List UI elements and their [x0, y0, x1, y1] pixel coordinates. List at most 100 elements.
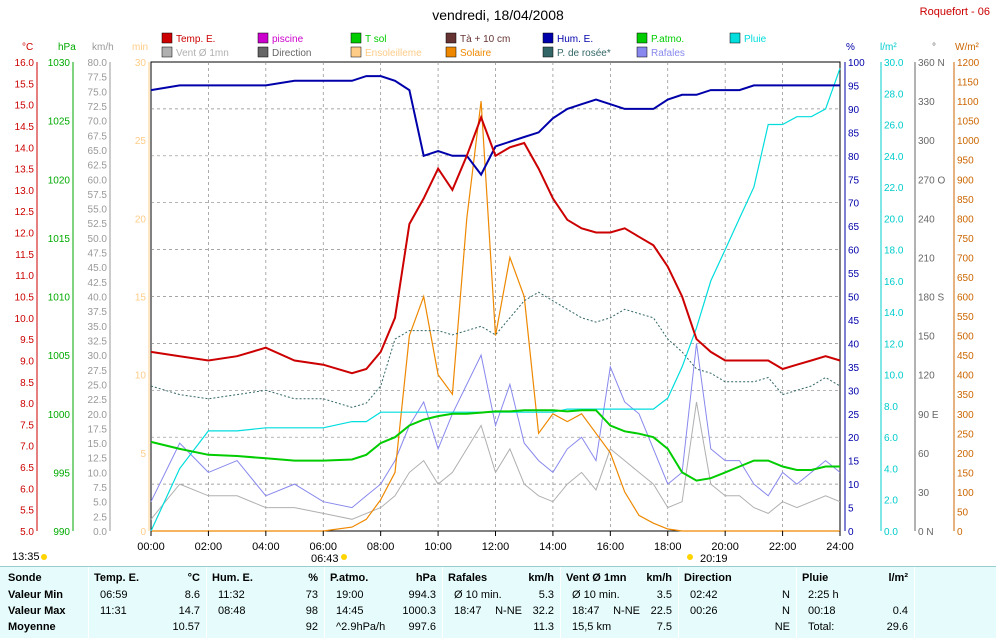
- axis-tick-label: 65: [848, 222, 860, 233]
- time-tick-label: 08:00: [367, 541, 395, 553]
- axis-tick-label: 7.5: [93, 483, 107, 494]
- axis-tick-label: 800: [957, 214, 974, 225]
- axis-tick-label: 11.0: [15, 271, 34, 282]
- axis-tick-label: 8.5: [20, 378, 34, 389]
- axis-tick-label: 12.5: [15, 207, 35, 218]
- axis-tick-label: 15.5: [15, 79, 35, 90]
- chart-axes: °C 16.0 15.5 15.0 14.5 14.0 13.5 13.0 12.5 12.0 11…: [15, 42, 980, 538]
- axis-tick-label: 1005: [48, 351, 71, 362]
- axis-tick-label: 65.0: [88, 146, 108, 157]
- axis-tick-label: 1030: [48, 58, 71, 69]
- axis-unit: l/m²: [880, 42, 897, 53]
- axis-tick-label: 90: [848, 105, 860, 116]
- legend-label: T sol: [365, 34, 387, 45]
- axis-tick-label: 70.0: [88, 117, 108, 128]
- legend-label: Rafales: [651, 48, 685, 59]
- axis-tick-label: 60.0: [88, 175, 108, 186]
- axis-tick-label: 14.0: [15, 143, 35, 154]
- stats-col-header: P.atmo.: [330, 572, 369, 584]
- axis-tick-label: 20: [848, 433, 860, 444]
- legend-label: piscine: [272, 34, 304, 45]
- axis-tick-label: 6.5: [20, 463, 34, 474]
- axis-tick-label: 150: [957, 468, 974, 479]
- axis-tick-label: 13.5: [15, 165, 35, 176]
- axis-tick-label: 52.5: [88, 219, 108, 230]
- axis-tick-label: 50: [848, 293, 860, 304]
- stats-divider: [442, 567, 443, 638]
- axis-tick-label: 5.0: [20, 527, 34, 538]
- axis-tick-label: 20.0: [884, 214, 904, 225]
- time-tick-label: 02:00: [195, 541, 223, 553]
- axis-tick-label: 67.5: [88, 131, 108, 142]
- stats-cell-time: ^2.9hPa/h: [336, 621, 386, 633]
- stats-cell-time: 06:59: [100, 589, 128, 601]
- stats-divider: [324, 567, 325, 638]
- legend-swatch: [729, 32, 741, 44]
- station-name: Roquefort - 06: [920, 6, 990, 18]
- axis-tick-label: 40: [848, 339, 860, 350]
- series-line: [150, 68, 841, 532]
- axis-tick-label: 6.0: [20, 484, 34, 495]
- series-line: [151, 101, 840, 532]
- axis-tick-label: 30: [135, 58, 147, 69]
- legend-swatch: [350, 32, 362, 44]
- axis-tick-label: 5.5: [20, 506, 34, 517]
- axis-tick-label: 24.0: [884, 152, 904, 163]
- series-line: [150, 401, 841, 520]
- axis-tick-label: 42.5: [88, 278, 108, 289]
- axis-unit: °C: [22, 42, 33, 53]
- axis-tick-label: 10.0: [15, 314, 35, 325]
- axis-tick-label: 8.0: [884, 402, 898, 413]
- time-tick-label: 10:00: [424, 541, 452, 553]
- axis-tick-label: 180 S: [918, 293, 944, 304]
- axis-tick-label: 4.0: [884, 464, 898, 475]
- axis-tick-label: 55.0: [88, 205, 108, 216]
- axis-tick-label: 40.0: [88, 293, 108, 304]
- series-line: [150, 409, 840, 482]
- axis-tick-label: 900: [957, 175, 974, 186]
- axis-tick-label: 16.0: [884, 277, 904, 288]
- axis-tick-label: 500: [957, 332, 974, 343]
- axis-tick-label: 240: [918, 214, 935, 225]
- time-tick-label: 24:00: [826, 541, 854, 553]
- axis-tick-label: 60: [848, 246, 860, 257]
- stats-cell-time: 15,5 km: [572, 621, 612, 633]
- stats-cell-time: 2:25 h: [808, 589, 839, 601]
- axis-tick-label: 18.0: [884, 246, 904, 257]
- axis-tick-label: 360 N: [918, 58, 945, 69]
- axis-tick-label: 25: [848, 410, 860, 421]
- time-tick-label: 22:00: [769, 541, 797, 553]
- stats-divider: [560, 567, 561, 638]
- axis-tick-label: 80: [848, 152, 860, 163]
- axis-tick-label: 10.5: [15, 293, 35, 304]
- weather-chart: vendredi, 18/04/2008 Roquefort - 06 Temp…: [12, 6, 990, 565]
- legend-label: Vent Ø 1mn: [176, 48, 229, 59]
- axis-tick-label: 28.0: [884, 89, 904, 100]
- stats-row-avg: Moyenne: [8, 621, 56, 633]
- stats-col-header: Direction: [684, 572, 732, 584]
- axis-tick-label: 10: [135, 371, 147, 382]
- axis-tick-label: 100: [957, 488, 974, 499]
- axis-tick-label: 990: [53, 527, 70, 538]
- axis-tick-label: 1000: [957, 136, 980, 147]
- stats-cell-value: NE: [774, 621, 790, 633]
- axis-unit: km/h: [92, 42, 114, 53]
- stats-cell-dir: N-NE: [613, 605, 640, 617]
- axis-tick-label: 57.5: [88, 190, 108, 201]
- legend-swatch: [542, 32, 554, 44]
- axis-tick-label: 150: [918, 332, 935, 343]
- legend-label: Temp. E.: [176, 34, 215, 45]
- stats-divider: [88, 567, 89, 638]
- axis-tick-label: 2.0: [884, 496, 898, 507]
- axis-tick-label: 14.5: [15, 122, 35, 133]
- stats-cell-time: 14:45: [336, 605, 364, 617]
- axis-tick-label: 15.0: [88, 439, 108, 450]
- axis-tick-label: 35.0: [88, 322, 108, 333]
- stats-divider: [914, 567, 915, 638]
- legend-label: Hum. E.: [557, 34, 593, 45]
- chart-title: vendredi, 18/04/2008: [432, 7, 564, 23]
- axis-tick-label: 100: [848, 58, 865, 69]
- axis-tick-label: 1100: [957, 97, 979, 108]
- axis-tick-label: 0.0: [93, 527, 107, 538]
- axis-tick-label: 95: [848, 81, 860, 92]
